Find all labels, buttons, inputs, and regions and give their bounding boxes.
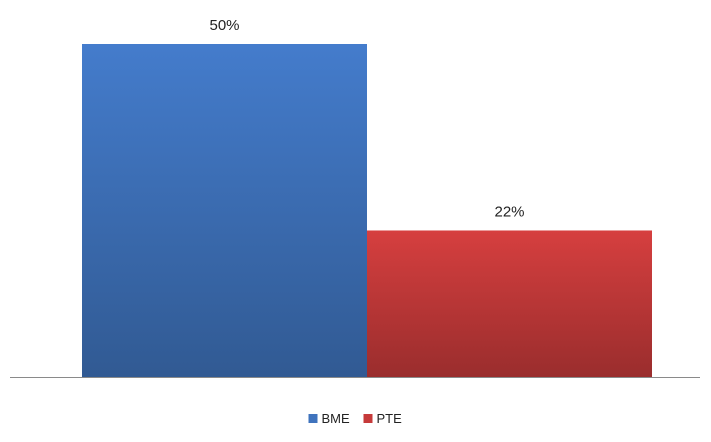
legend-swatch-bme: [308, 414, 318, 423]
legend-label-bme: BME: [322, 411, 351, 426]
bar-bme: [82, 44, 367, 377]
data-labels-group: 50% 22%: [209, 17, 524, 220]
data-label-pte: 22%: [494, 203, 524, 220]
data-label-bme: 50%: [209, 17, 239, 34]
bar-pte: [367, 230, 652, 377]
legend-label-pte: PTE: [377, 411, 403, 426]
bars-group: [82, 44, 652, 377]
legend: BME PTE: [308, 411, 403, 426]
legend-swatch-pte: [363, 414, 373, 423]
